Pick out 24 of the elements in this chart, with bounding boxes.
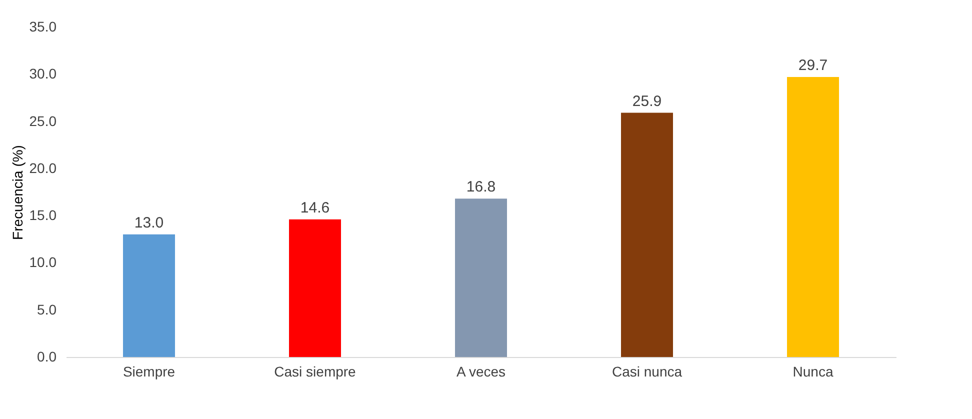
x-tick-label: A veces bbox=[456, 364, 506, 380]
x-tick-label: Casi siempre bbox=[274, 364, 356, 380]
x-tick-label: Casi nunca bbox=[612, 364, 682, 380]
x-tick-label: Nunca bbox=[792, 364, 834, 380]
y-tick-label: 5.0 bbox=[37, 301, 57, 318]
x-tick-label: Siempre bbox=[122, 364, 176, 380]
y-axis-title: Frecuencia (%) bbox=[9, 145, 26, 240]
y-tick-label: 25.0 bbox=[29, 112, 57, 129]
data-label: 13.0 bbox=[134, 214, 164, 232]
bar bbox=[455, 198, 507, 357]
bar bbox=[787, 76, 839, 357]
bar bbox=[621, 112, 673, 357]
y-tick-label: 20.0 bbox=[29, 160, 57, 176]
y-tick-label: 30.0 bbox=[29, 66, 57, 82]
bar bbox=[289, 219, 341, 357]
data-label: 25.9 bbox=[632, 92, 662, 110]
y-tick-label: 15.0 bbox=[29, 207, 57, 224]
bar bbox=[123, 234, 175, 357]
data-label: 16.8 bbox=[466, 178, 496, 196]
y-tick-label: 35.0 bbox=[29, 18, 57, 34]
y-tick-label: 10.0 bbox=[29, 254, 57, 270]
data-label: 29.7 bbox=[798, 56, 828, 74]
data-label: 14.6 bbox=[300, 199, 330, 216]
y-tick-label: 0.0 bbox=[37, 348, 57, 364]
